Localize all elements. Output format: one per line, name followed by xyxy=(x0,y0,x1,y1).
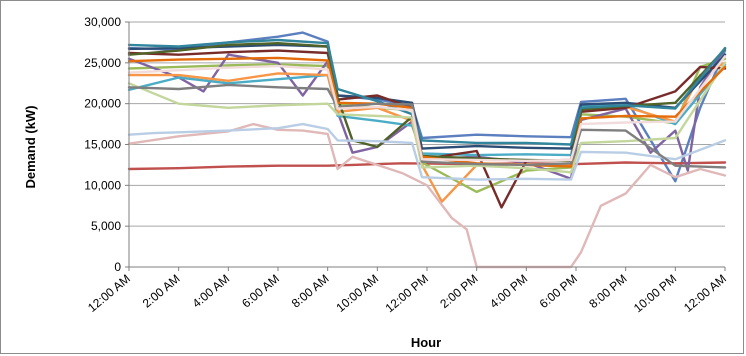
y-axis-title: Demand (kW) xyxy=(23,105,38,188)
y-tick-label: 30,000 xyxy=(84,15,121,29)
y-tick-label: 20,000 xyxy=(84,97,121,111)
x-axis-title: Hour xyxy=(411,335,441,350)
series-line-12 xyxy=(127,61,727,174)
x-tick-label: 12:00 AM xyxy=(85,272,133,315)
axes xyxy=(125,21,726,271)
series-line-9 xyxy=(127,42,727,163)
x-tick-label: 12:00 AM xyxy=(681,272,729,315)
y-tick-label: 15,000 xyxy=(84,138,121,152)
gridlines xyxy=(129,21,725,227)
y-tick-label: 0 xyxy=(114,260,121,274)
x-tick-label: 8:00 AM xyxy=(289,272,332,311)
y-tick-label: 25,000 xyxy=(84,56,121,70)
x-tick-label: 4:00 PM xyxy=(487,272,530,311)
series-line-11 xyxy=(127,122,727,181)
series-line-14 xyxy=(127,56,727,168)
x-tick-label: 6:00 AM xyxy=(239,272,282,311)
x-tick-label: 10:00 PM xyxy=(631,272,679,316)
x-tick-label: 12:00 PM xyxy=(383,272,431,316)
y-tick-labels: 0 5,000 10,000 15,000 20,000 25,000 30,000 xyxy=(84,15,121,274)
x-tick-labels: 12:00 AM 2:00 AM 4:00 AM 6:00 AM 8:00 AM 10:0… xyxy=(85,272,729,316)
x-tick-label: 6:00 PM xyxy=(537,272,580,311)
x-tick-label: 2:00 AM xyxy=(140,272,183,311)
y-tick-label: 10,000 xyxy=(84,178,121,192)
x-tick-label: 8:00 PM xyxy=(586,272,629,311)
series-line-6 xyxy=(127,61,727,203)
series-line-10 xyxy=(127,122,727,269)
series-line-13 xyxy=(127,38,727,146)
series-lines xyxy=(127,31,727,269)
series-line-2 xyxy=(127,161,727,171)
x-tick-label: 10:00 AM xyxy=(333,272,381,315)
x-tick-label: 2:00 PM xyxy=(437,272,480,311)
series-line-16 xyxy=(127,55,727,163)
x-tick-label: 4:00 AM xyxy=(190,272,233,311)
y-tick-label: 5,000 xyxy=(91,219,121,233)
